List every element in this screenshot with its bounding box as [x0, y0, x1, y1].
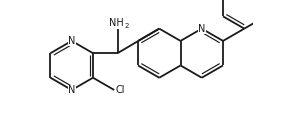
Text: N: N	[198, 24, 205, 34]
Text: NH: NH	[109, 18, 124, 28]
Text: Cl: Cl	[115, 85, 125, 95]
Text: N: N	[68, 36, 75, 46]
Text: N: N	[68, 85, 75, 95]
Text: 2: 2	[124, 23, 128, 29]
